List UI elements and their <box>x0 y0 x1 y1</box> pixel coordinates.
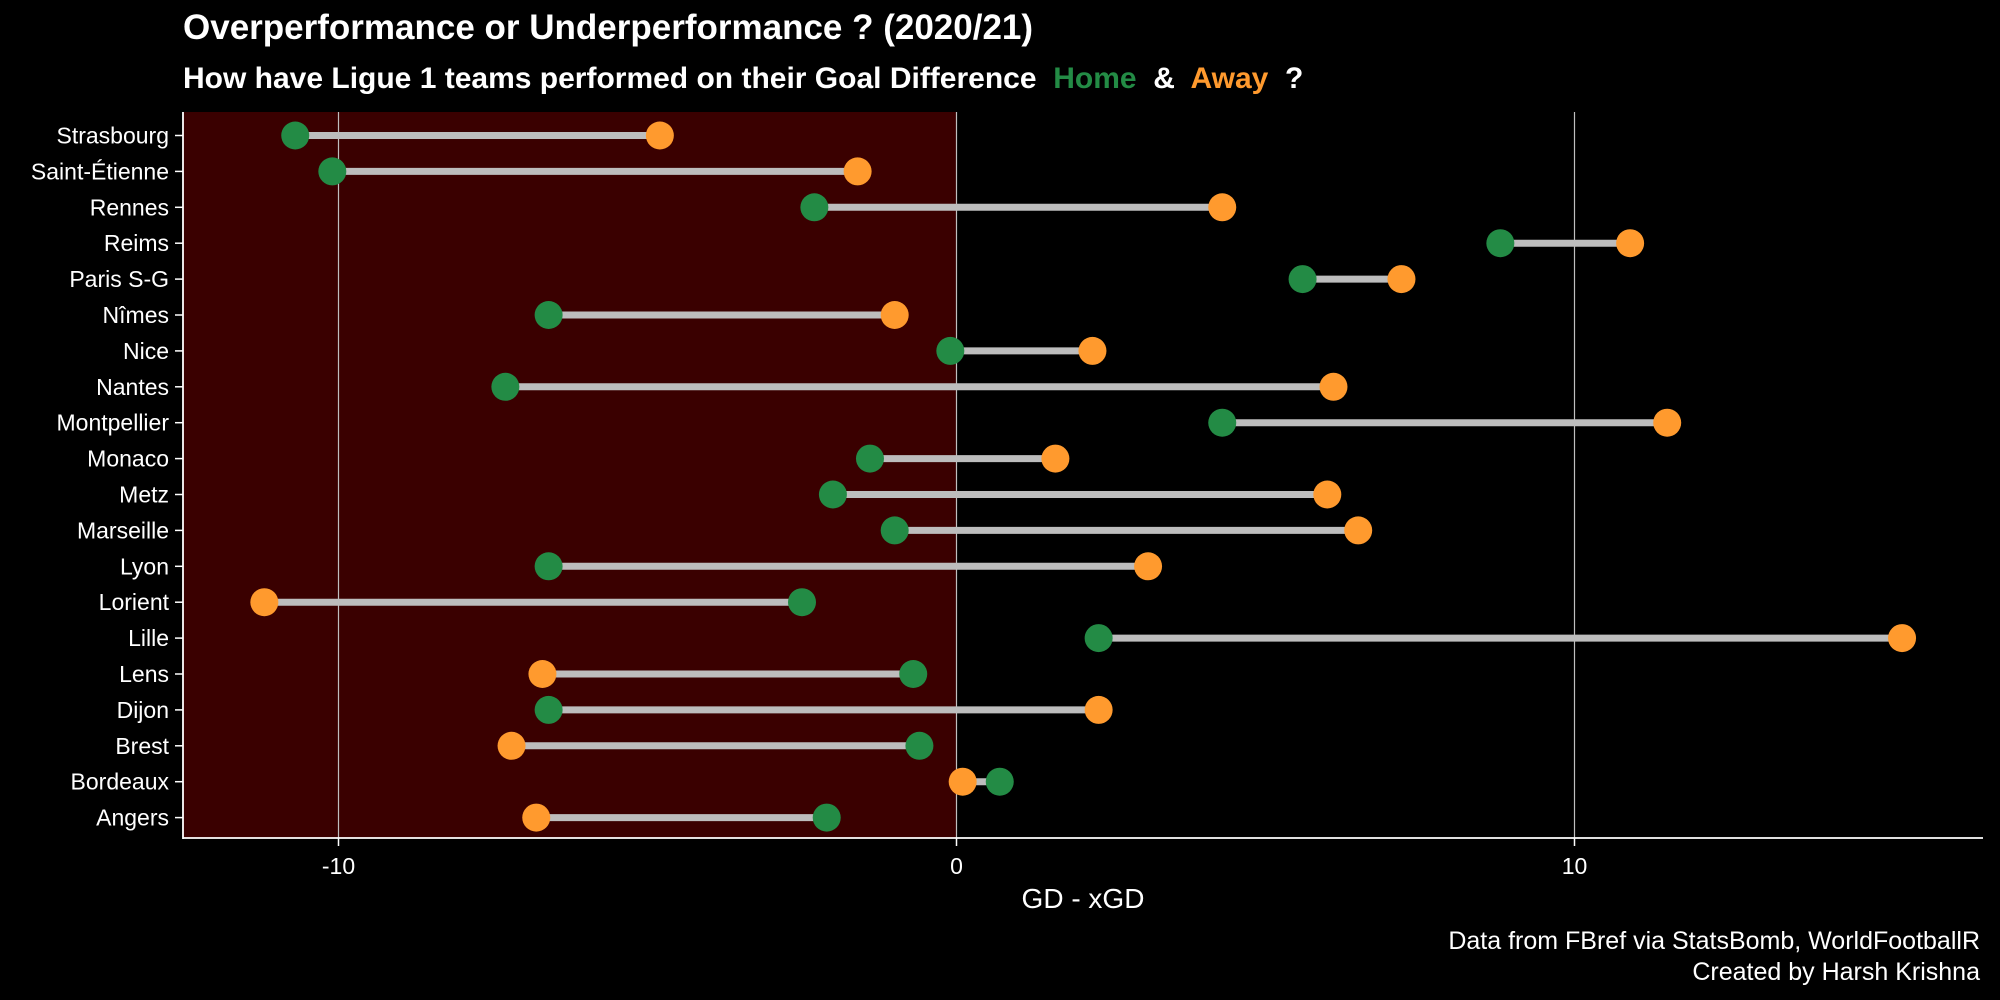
home-point <box>1486 229 1515 258</box>
home-point <box>1208 408 1237 437</box>
home-point <box>318 157 347 186</box>
away-point <box>645 121 674 150</box>
away-point <box>250 588 279 617</box>
away-point <box>1078 336 1107 365</box>
x-tick-label: 0 <box>950 853 963 879</box>
home-point <box>880 516 909 545</box>
home-point <box>985 767 1014 796</box>
away-point <box>1134 552 1163 581</box>
y-tick-label: Lens <box>119 661 169 687</box>
home-point <box>818 480 847 509</box>
home-point <box>788 588 816 617</box>
caption: Data from FBref via StatsBomb, WorldFoot… <box>1448 926 1980 988</box>
away-point <box>1888 624 1917 653</box>
away-point <box>1084 695 1113 724</box>
subtitle-suffix: ? <box>1284 62 1304 95</box>
away-point <box>843 157 872 186</box>
home-point <box>800 193 829 222</box>
away-point <box>497 731 526 760</box>
y-tick-label: Marseille <box>77 517 169 543</box>
home-point <box>1084 624 1113 653</box>
away-point <box>1041 444 1070 473</box>
y-tick-label: Brest <box>115 733 169 759</box>
home-point <box>812 803 841 832</box>
home-point <box>936 336 965 365</box>
away-point <box>1319 372 1348 401</box>
away-point <box>528 660 557 688</box>
y-tick-label: Strasbourg <box>56 123 169 149</box>
home-point <box>905 731 934 760</box>
x-tick-label: -10 <box>322 853 355 879</box>
home-point <box>534 695 563 724</box>
y-tick-label: Metz <box>119 482 169 508</box>
away-point <box>1313 480 1342 509</box>
home-point <box>534 301 563 329</box>
negative-region <box>183 112 957 838</box>
home-point <box>899 660 928 688</box>
away-point <box>522 803 551 832</box>
home-point <box>281 121 310 150</box>
away-point <box>1208 193 1237 222</box>
away-point <box>1653 408 1682 437</box>
x-axis-title: GD - xGD <box>1022 883 1145 914</box>
y-tick-label: Nice <box>123 338 169 364</box>
subtitle-amp: & <box>1153 62 1175 95</box>
chart-title: Overperformance or Underperformance ? (2… <box>183 8 1034 47</box>
x-tick-label: 10 <box>1562 853 1588 879</box>
y-tick-label: Lille <box>128 625 169 651</box>
away-point <box>1387 265 1416 294</box>
subtitle-prefix: How have Ligue 1 teams performed on thei… <box>183 62 1037 95</box>
y-tick-label: Saint-Étienne <box>31 158 169 184</box>
home-point <box>491 372 520 401</box>
y-tick-label: Rennes <box>90 194 169 220</box>
away-point <box>1344 516 1373 545</box>
home-point <box>855 444 884 473</box>
y-tick-label: Bordeaux <box>71 769 170 795</box>
away-point <box>948 767 977 796</box>
y-tick-label: Lyon <box>120 553 169 579</box>
away-point <box>1616 229 1645 258</box>
y-tick-label: Reims <box>104 230 169 256</box>
subtitle-home-label: Home <box>1053 62 1137 95</box>
y-tick-label: Paris S-G <box>69 266 169 292</box>
caption-source: Data from FBref via StatsBomb, WorldFoot… <box>1448 927 1980 955</box>
y-tick-label: Lorient <box>99 589 170 615</box>
away-point <box>880 301 909 329</box>
y-tick-label: Nantes <box>96 374 169 400</box>
y-tick-label: Montpellier <box>57 410 170 436</box>
y-tick-label: Monaco <box>87 446 169 472</box>
home-point <box>1288 265 1317 294</box>
home-point <box>534 552 563 581</box>
y-tick-label: Angers <box>96 805 169 831</box>
y-tick-label: Dijon <box>117 697 169 723</box>
subtitle-away-label: Away <box>1190 62 1269 95</box>
y-tick-label: Nîmes <box>103 302 169 328</box>
caption-credit: Created by Harsh Krishna <box>1692 958 1980 986</box>
chart-subtitle: How have Ligue 1 teams performed on thei… <box>183 62 1303 96</box>
